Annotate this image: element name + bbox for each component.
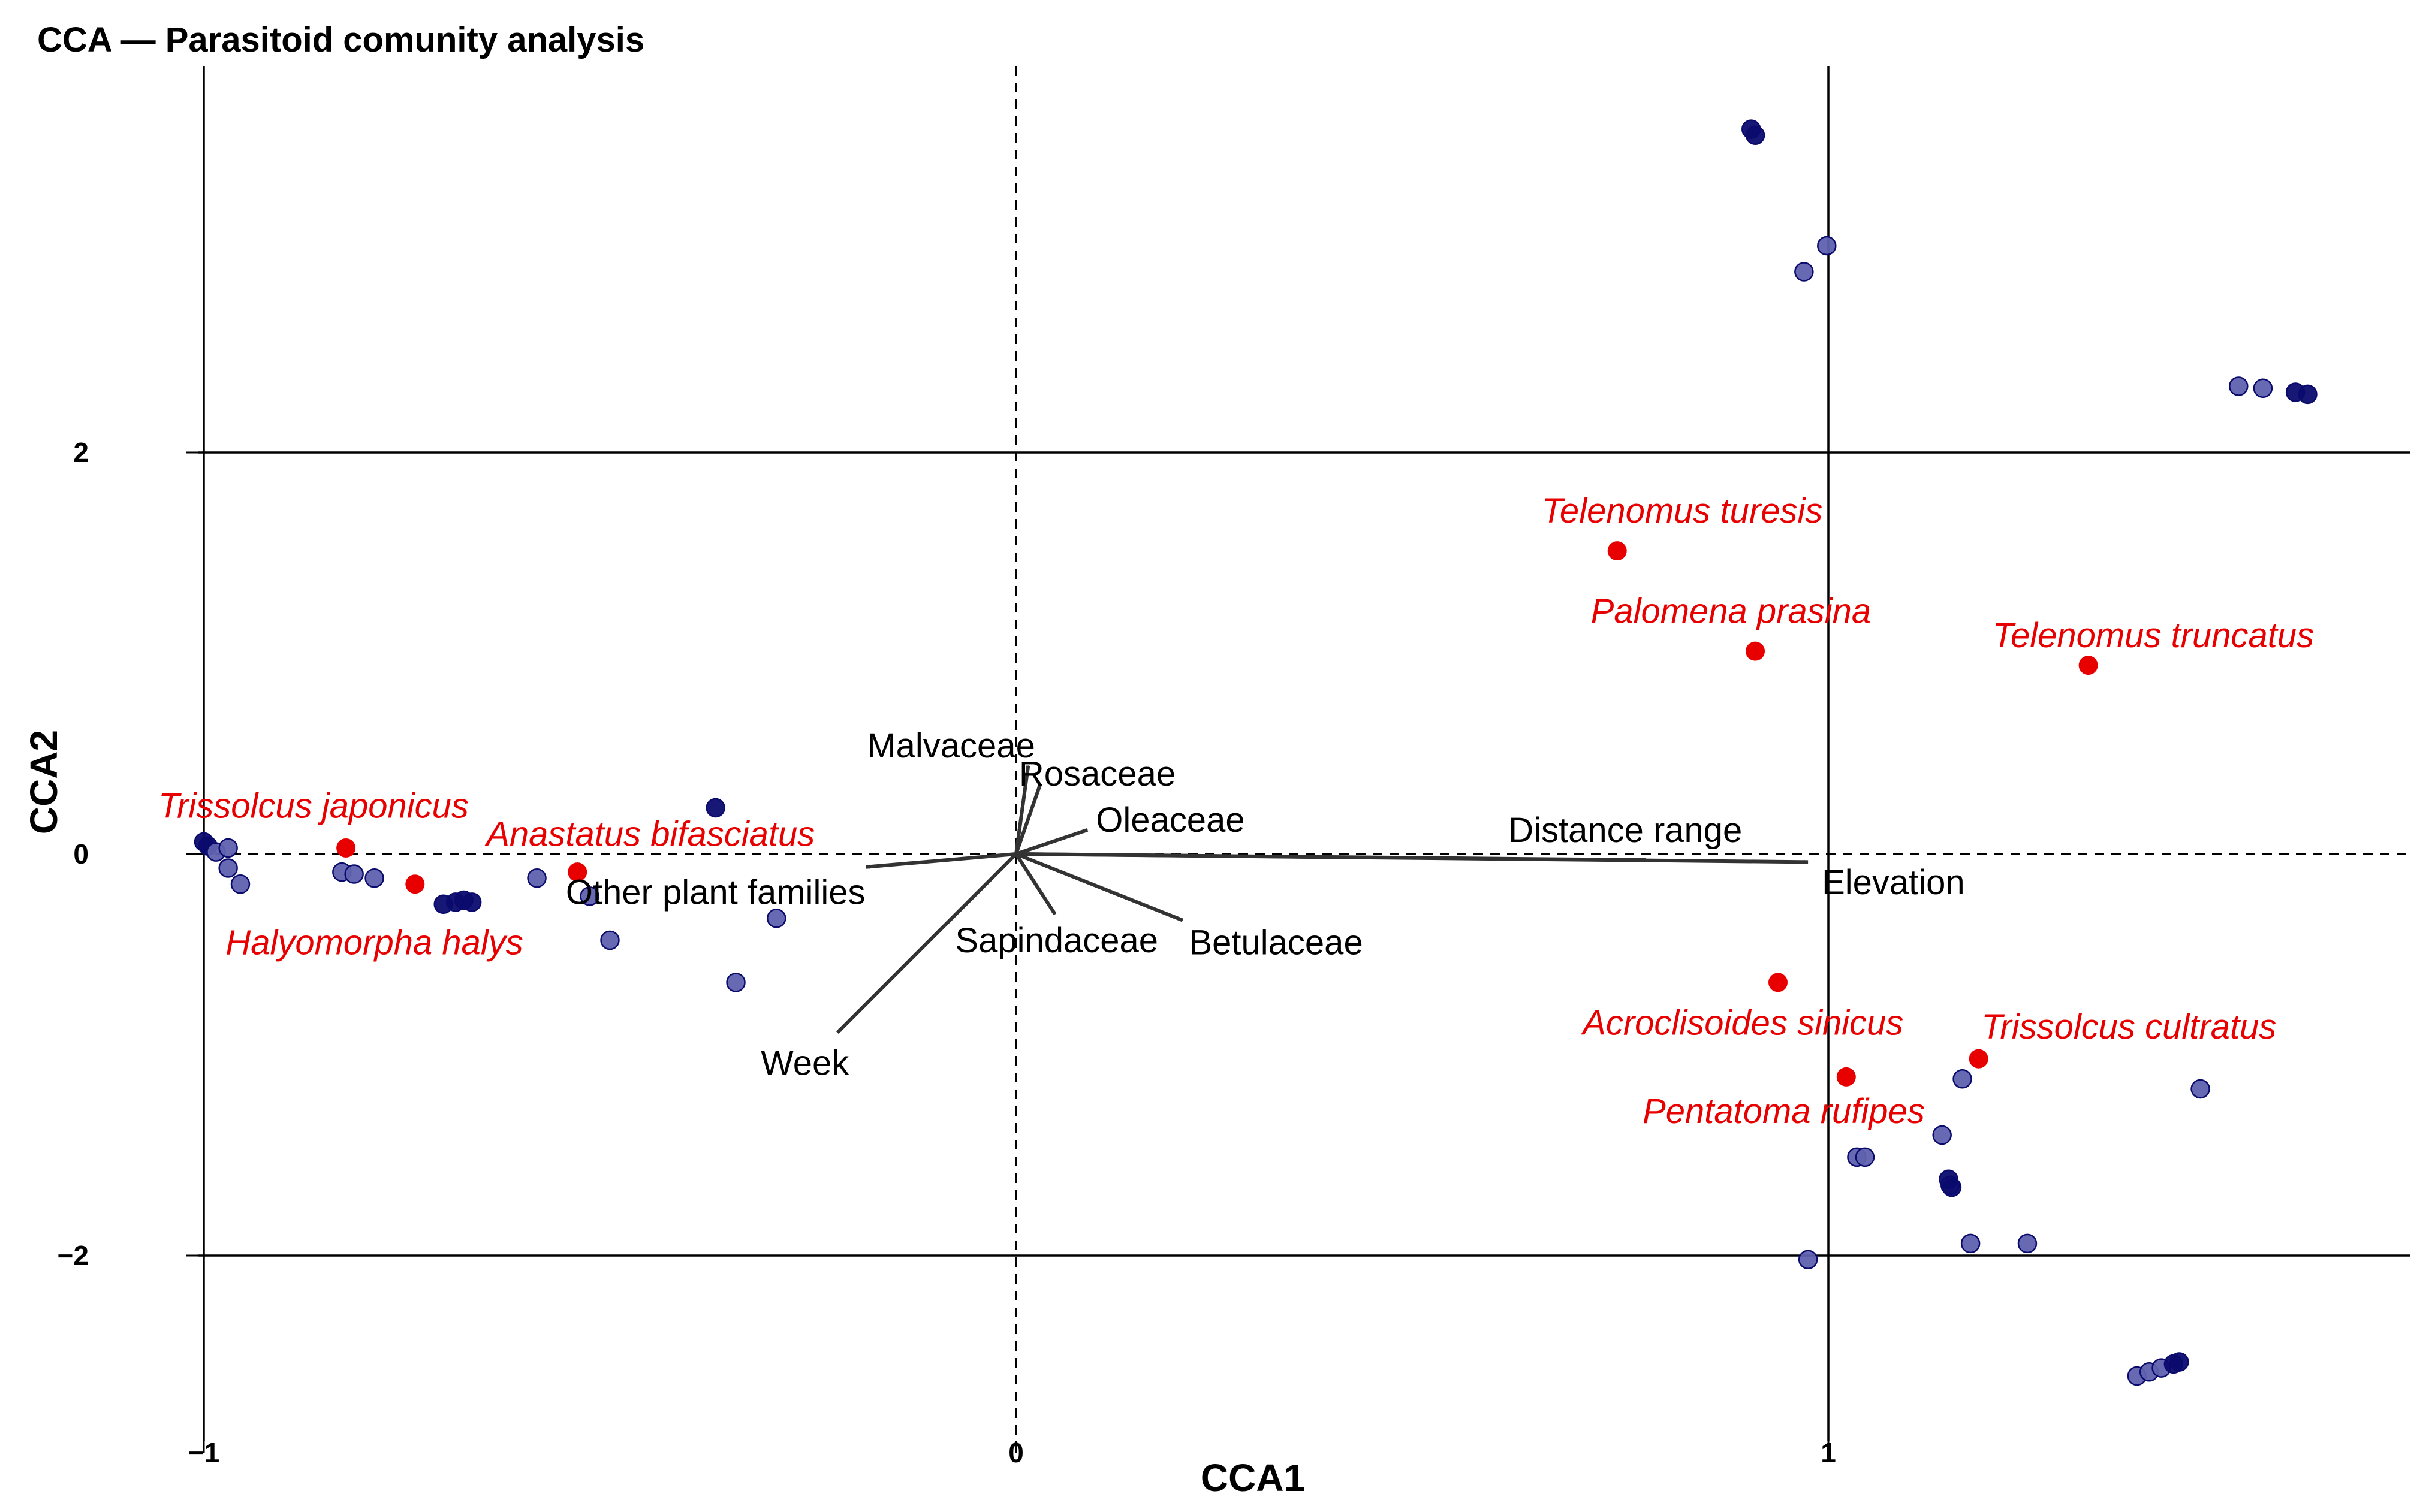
site-point [230, 874, 251, 894]
species-point [336, 838, 356, 858]
env-label: Other plant families [566, 873, 866, 912]
species-label: Halyomorpha halys [225, 923, 523, 962]
site-point [2298, 384, 2318, 405]
site-point [1855, 1147, 1875, 1167]
x-axis-title: CCA1 [1201, 1456, 1305, 1499]
env-arrow [1015, 828, 1089, 856]
site-point [2229, 376, 2249, 396]
y-tick-label: 2 [73, 437, 89, 468]
species-label: Acroclisoides sinicus [1581, 1003, 1903, 1042]
axis-ticks: −1 0 1 −2 0 2 [58, 437, 1836, 1468]
species-label: Trissolcus japonicus [158, 787, 469, 826]
y-tick-label: 0 [73, 838, 89, 870]
site-point [2169, 1352, 2189, 1372]
env-label: Betulaceae [1189, 923, 1363, 962]
species-point [1768, 973, 1788, 992]
site-point [1952, 1069, 1972, 1089]
y-tick-label: −2 [58, 1240, 89, 1271]
site-point [2253, 378, 2273, 399]
species-point [1969, 1049, 1988, 1069]
site-point [1942, 1177, 1962, 1197]
site-points [194, 119, 2318, 1386]
site-point [1960, 1233, 1981, 1254]
species-point [1746, 641, 1765, 661]
species-label: Pentatoma rufipes [1643, 1092, 1925, 1131]
y-axis-title: CCA2 [22, 730, 65, 834]
env-arrow [1014, 783, 1042, 855]
chart-title: CCA — Parasitoid comunity analysis [37, 20, 644, 59]
site-point [2190, 1079, 2210, 1099]
species-point [2078, 656, 2098, 675]
site-point [706, 798, 725, 818]
species-label: Telenomus turesis [1542, 491, 1823, 530]
species-label: Anastatus bifasciatus [484, 815, 815, 854]
site-point [364, 868, 384, 888]
env-arrow [1015, 852, 1183, 922]
site-point [1932, 1125, 1952, 1145]
species-label: Palomena prasina [1591, 592, 1872, 631]
species-label: Telenomus truncatus [1993, 616, 2314, 655]
site-point [1798, 1250, 1818, 1269]
x-tick-label: 1 [1821, 1437, 1836, 1468]
grid-lines [198, 66, 2410, 1441]
site-point [218, 838, 238, 858]
site-point [1794, 262, 1814, 282]
site-point [1745, 125, 1765, 145]
reference-lines [198, 66, 2410, 1441]
site-point [2017, 1233, 2038, 1254]
site-point [767, 908, 786, 928]
env-arrow [836, 852, 1018, 1034]
x-tick-label: −1 [188, 1437, 219, 1468]
site-point [218, 858, 238, 878]
site-point [726, 973, 746, 992]
species-label: Trissolcus cultratus [1981, 1007, 2276, 1046]
species-point [568, 862, 587, 882]
site-point [527, 868, 547, 888]
species-point [1607, 541, 1627, 561]
species-point [1836, 1067, 1856, 1087]
env-arrow [1014, 765, 1030, 855]
site-point [462, 892, 482, 912]
env-arrow [1015, 852, 1809, 864]
env-label: Rosaceae [1019, 755, 1176, 793]
env-label: Week [761, 1043, 849, 1082]
env-arrow [865, 852, 1017, 869]
species-labels: Trissolcus japonicus Halyomorpha halys Ana… [158, 491, 2314, 1131]
env-label: Distance range [1508, 811, 1742, 850]
env-label: Elevation [1822, 863, 1965, 902]
x-tick-label: 0 [1008, 1437, 1024, 1468]
env-label: Oleaceae [1096, 801, 1244, 840]
species-point [405, 874, 425, 894]
species-points [336, 541, 2098, 1087]
site-point [1817, 236, 1837, 256]
site-point [580, 886, 599, 906]
site-point [344, 864, 364, 884]
site-point [600, 930, 620, 950]
env-arrow [1014, 853, 1057, 916]
environmental-vectors [836, 765, 1809, 1034]
env-label: Malvaceae [867, 726, 1035, 765]
env-label: Sapindaceae [955, 921, 1158, 960]
